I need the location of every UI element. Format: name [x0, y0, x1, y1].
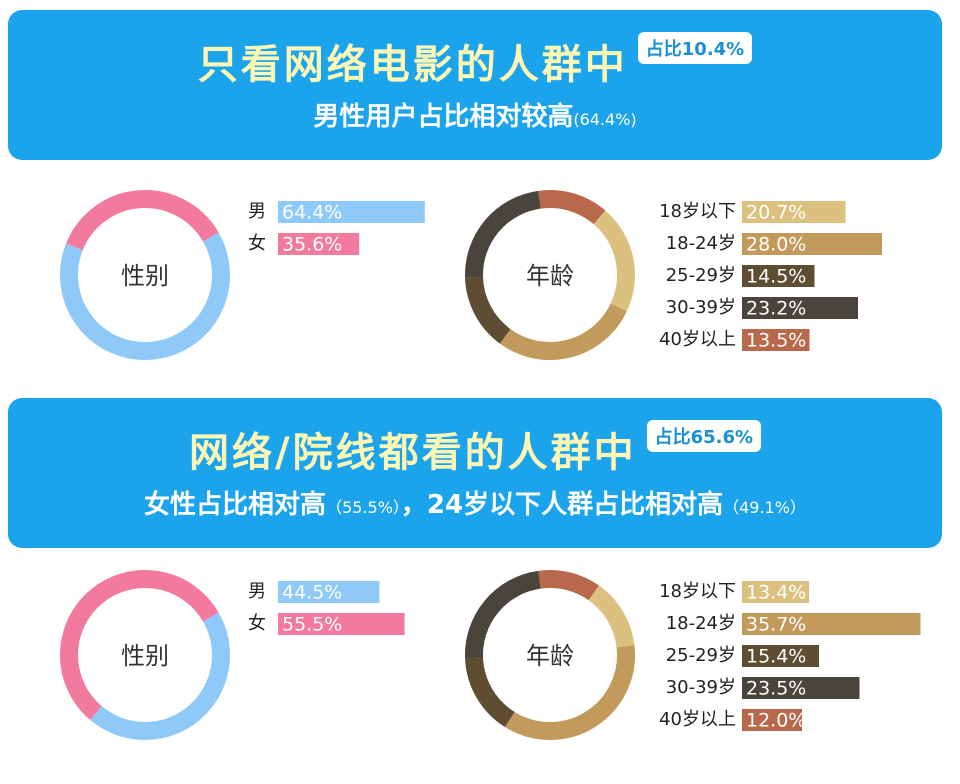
bar [742, 201, 846, 223]
header-subtitle: 男性用户占比相对较高(64.4%) [8, 96, 942, 133]
bar [742, 297, 858, 319]
value-label: 64.4% [282, 202, 342, 224]
value-label: 35.7% [746, 614, 806, 636]
subtitle-part: （49.1%） [723, 498, 806, 517]
donut-segment [60, 232, 230, 360]
donut-segment [60, 570, 219, 720]
bar [742, 709, 802, 731]
title-text: 只看网络电影的人群中 [197, 42, 628, 88]
donut-center-label: 性别 [121, 642, 169, 670]
value-label: 23.2% [746, 298, 806, 320]
bar [278, 201, 425, 223]
subtitle-part: (64.4%) [573, 110, 637, 129]
category-label: 男 [248, 581, 266, 602]
subtitle-part: 女性占比相对高 [144, 490, 327, 520]
category-label: 18-24岁 [666, 613, 736, 634]
donut-segment [538, 570, 599, 601]
value-label: 35.6% [282, 234, 342, 256]
donut-segment [465, 570, 541, 659]
value-label: 28.0% [746, 234, 806, 256]
donut-center-label: 性别 [121, 262, 169, 290]
subtitle-part: 男性用户占比相对较高 [313, 102, 574, 132]
bar [742, 233, 882, 255]
bar [742, 677, 860, 699]
donut-segment [465, 276, 511, 344]
donut-segment [505, 645, 635, 740]
bar [278, 581, 380, 603]
value-label: 20.7% [746, 202, 806, 224]
header-banner: 只看网络电影的人群中 占比10.4% 男性用户占比相对较高(64.4%) [8, 10, 942, 160]
category-label: 25-29岁 [666, 645, 736, 666]
donut-segment [66, 190, 219, 251]
donut-center-label: 年龄 [526, 262, 574, 290]
category-label: 30-39岁 [666, 677, 736, 698]
donut-segment [538, 190, 606, 225]
value-label: 13.4% [746, 582, 806, 604]
share-badge: 占比65.6% [646, 420, 762, 452]
donut-segment [465, 657, 515, 728]
category-label: 男 [248, 201, 266, 222]
value-label: 44.5% [282, 582, 342, 604]
bar [278, 233, 360, 255]
donut-center-label: 年龄 [526, 642, 574, 670]
category-label: 30-39岁 [666, 297, 736, 318]
donut-segment [499, 303, 627, 360]
header-banner: 网络/院线都看的人群中 占比65.6% 女性占比相对高（55.5%），24岁以下人群… [8, 398, 942, 548]
category-label: 18岁以下 [659, 581, 736, 602]
bar [742, 613, 921, 635]
category-label: 40岁以上 [659, 329, 736, 350]
donut-segment [465, 190, 541, 278]
bar [742, 265, 815, 287]
header-title: 网络/院线都看的人群中 占比65.6% [8, 420, 942, 478]
category-label: 女 [248, 233, 266, 254]
value-label: 55.5% [282, 614, 342, 636]
header-subtitle: 女性占比相对高（55.5%），24岁以下人群占比相对高（49.1%） [8, 484, 942, 521]
title-text: 网络/院线都看的人群中 [188, 430, 637, 476]
value-label: 15.4% [746, 646, 806, 668]
bar [278, 613, 405, 635]
subtitle-part: ，24岁以下人群占比相对高 [400, 490, 724, 520]
category-label: 女 [248, 613, 266, 634]
value-label: 14.5% [746, 266, 806, 288]
value-label: 12.0% [746, 710, 806, 732]
category-label: 40岁以上 [659, 709, 736, 730]
category-label: 18-24岁 [666, 233, 736, 254]
donut-segment [593, 210, 635, 312]
category-label: 25-29岁 [666, 265, 736, 286]
value-label: 23.5% [746, 678, 806, 700]
share-badge: 占比10.4% [637, 32, 753, 64]
bar [742, 581, 809, 603]
donut-segment [90, 612, 230, 740]
header-title: 只看网络电影的人群中 占比10.4% [8, 32, 942, 90]
bar [742, 329, 810, 351]
donut-segment [588, 585, 635, 648]
category-label: 18岁以下 [659, 201, 736, 222]
value-label: 13.5% [746, 330, 806, 352]
subtitle-part: （55.5%） [326, 498, 401, 517]
bar [742, 645, 819, 667]
